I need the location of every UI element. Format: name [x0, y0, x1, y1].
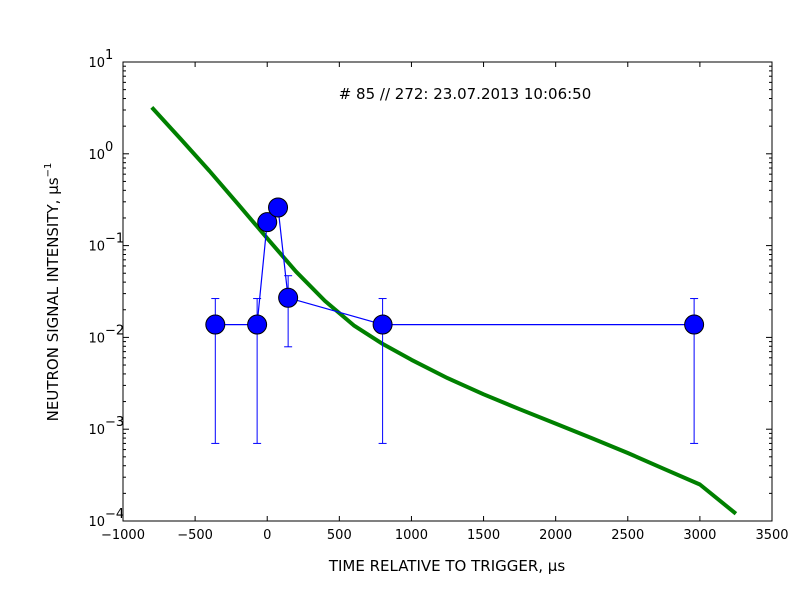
x-tick-label: 3500 — [755, 528, 788, 543]
plot-frame — [122, 61, 773, 522]
data-marks — [150, 106, 738, 516]
y-tick-label: 10 — [88, 240, 105, 255]
y-tick-label: 10 — [88, 515, 105, 530]
y-axis-title: NEUTRON SIGNAL INTENSITY, μs−1 — [43, 163, 62, 422]
data-point — [257, 212, 278, 233]
x-axis-title: TIME RELATIVE TO TRIGGER, μs — [328, 557, 566, 575]
data-point — [278, 287, 299, 308]
x-tick-label: 2500 — [611, 528, 644, 543]
y-tick-label-exponent: −4 — [105, 507, 124, 522]
y-axis-title-group: NEUTRON SIGNAL INTENSITY, μs−1 — [43, 163, 62, 422]
y-tick-label-base: 10 — [88, 515, 105, 530]
data-point — [684, 314, 705, 335]
y-tick-label-exponent: −3 — [105, 415, 124, 430]
fit-curve — [150, 106, 738, 516]
y-axis-title-text: NEUTRON SIGNAL INTENSITY, μs — [44, 177, 62, 421]
plot-area — [122, 61, 773, 522]
data-point — [372, 314, 393, 335]
y-tick-label-base: 10 — [88, 240, 105, 255]
x-tick-label: 1000 — [395, 528, 428, 543]
data-point — [247, 314, 268, 335]
x-tick-label: −1000 — [101, 528, 145, 543]
y-tick-label: 10 — [88, 148, 105, 163]
y-tick-label-base: 10 — [88, 56, 105, 71]
x-tick-label: 0 — [263, 528, 271, 543]
y-tick-label-exponent: −1 — [105, 232, 124, 247]
x-tick-label: 3000 — [683, 528, 716, 543]
x-tick-label: 2000 — [539, 528, 572, 543]
y-tick-label-base: 10 — [88, 148, 105, 163]
y-tick-label-exponent: −2 — [105, 323, 124, 338]
chart-title: # 85 // 272: 23.07.2013 10:06:50 — [339, 85, 592, 103]
data-point — [205, 314, 226, 335]
plot-background — [123, 62, 772, 521]
x-tick-label: −500 — [177, 528, 213, 543]
axis-ticks: −1000 −500 0 500 1000 1500 2000 2500 3000 350010−… — [88, 48, 788, 543]
data-point — [268, 197, 289, 218]
y-tick-label: 10 — [88, 56, 105, 71]
x-tick-label: 1500 — [467, 528, 500, 543]
y-tick-label-base: 10 — [88, 331, 105, 346]
y-tick-label-base: 10 — [88, 423, 105, 438]
y-tick-label: 10 — [88, 331, 105, 346]
y-tick-label: 10 — [88, 423, 105, 438]
y-axis-title-exponent: −1 — [43, 163, 54, 178]
y-tick-label-exponent: 0 — [105, 140, 113, 155]
y-tick-label-exponent: 1 — [105, 48, 113, 63]
x-tick-label: 500 — [327, 528, 352, 543]
